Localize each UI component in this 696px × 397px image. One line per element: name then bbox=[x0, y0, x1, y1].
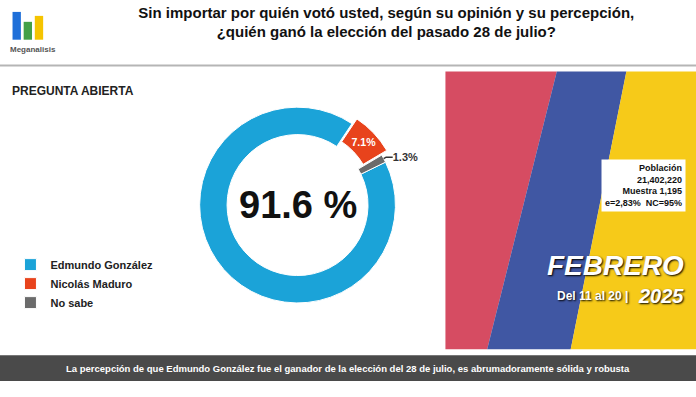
svg-text:Meganalisis: Meganalisis bbox=[10, 45, 56, 54]
svg-text:PREGUNTA ABIERTA: PREGUNTA ABIERTA bbox=[12, 84, 134, 98]
svg-text:Nicolás Maduro: Nicolás Maduro bbox=[50, 278, 132, 290]
svg-text:Sin importar por quién votó us: Sin importar por quién votó usted, según… bbox=[138, 4, 634, 41]
svg-text:2025: 2025 bbox=[638, 285, 684, 307]
svg-text:Edmundo González: Edmundo González bbox=[50, 259, 153, 271]
svg-text:La percepción de que Edmundo G: La percepción de que Edmundo González fu… bbox=[66, 363, 630, 374]
svg-text:No sabe: No sabe bbox=[50, 297, 93, 309]
svg-text:7.1%: 7.1% bbox=[351, 136, 376, 148]
svg-text:FEBRERO: FEBRERO bbox=[547, 250, 684, 281]
svg-text:91.6 %: 91.6 % bbox=[239, 184, 357, 226]
svg-text:1.3%: 1.3% bbox=[393, 151, 418, 163]
svg-text:Población21,402,220Muestra 1,1: Población21,402,220Muestra 1,195e=2,83% … bbox=[605, 163, 682, 208]
svg-text:Del 11 al 20 |: Del 11 al 20 | bbox=[557, 289, 628, 303]
